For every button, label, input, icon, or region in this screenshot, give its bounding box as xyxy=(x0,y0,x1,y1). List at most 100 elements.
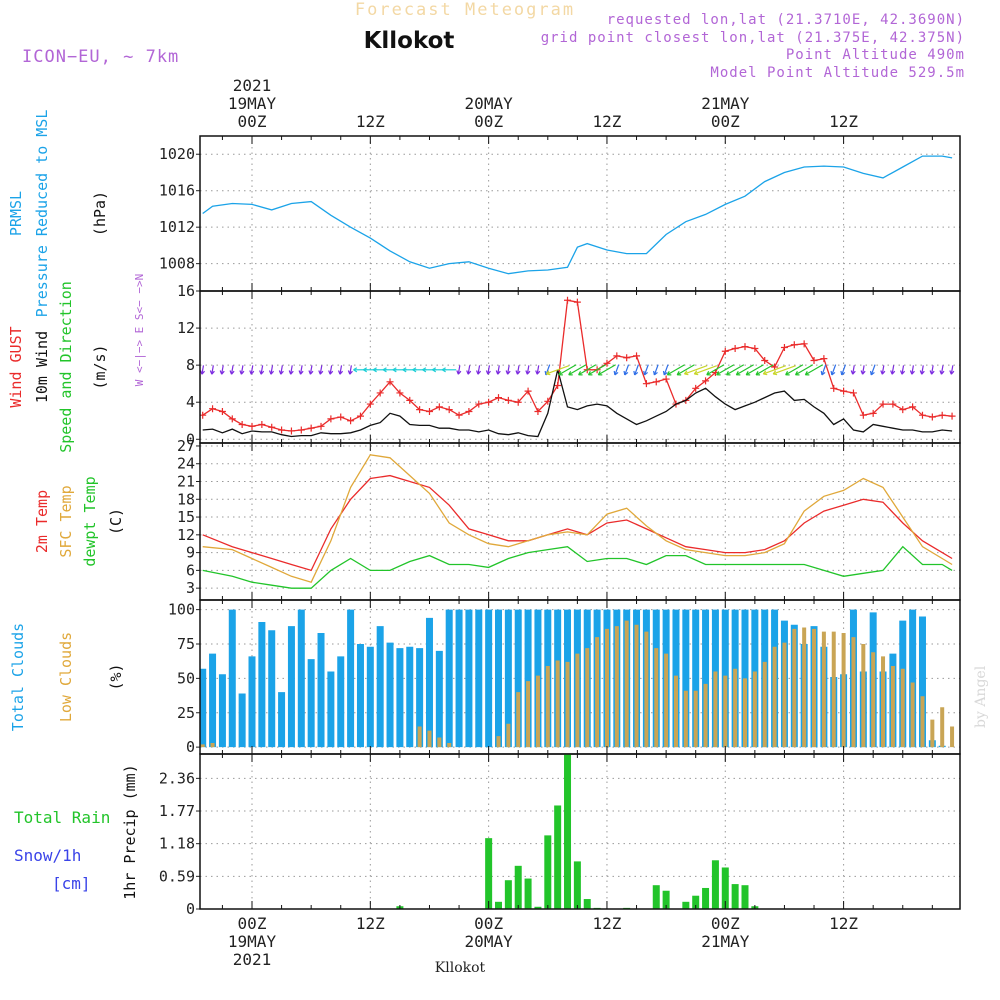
series-10m-wind xyxy=(202,369,953,438)
gust-marker xyxy=(652,378,660,386)
total-cloud-bar xyxy=(297,609,305,748)
time-label: 00Z xyxy=(711,914,740,933)
wind-arrow-head xyxy=(441,367,446,373)
wind-arrow-shaft xyxy=(299,365,303,375)
wind-arrow xyxy=(328,365,334,375)
gust-marker xyxy=(603,359,611,367)
wind-arrow-head xyxy=(725,370,731,376)
y-tick-label: 4 xyxy=(186,393,195,411)
wind-arrow xyxy=(219,365,225,375)
wind-arrow xyxy=(643,364,649,376)
y-tick-label: 1016 xyxy=(159,182,195,200)
time-label: 00Z xyxy=(711,112,740,131)
series-sfc-temp xyxy=(202,454,953,583)
wind-arrow-shaft xyxy=(487,365,491,375)
precip-bar xyxy=(534,906,542,909)
wind-arrow-head xyxy=(735,370,741,376)
wind-arrow-head xyxy=(745,370,751,376)
precip-bar xyxy=(554,805,562,909)
precip-bar xyxy=(514,865,522,909)
wind-arrow-shaft xyxy=(950,365,954,375)
low-cloud-bar xyxy=(673,675,678,748)
gust-marker xyxy=(317,422,325,430)
precip-bar xyxy=(721,867,729,909)
precip-legend-snow: Snow/1h xyxy=(14,846,81,865)
wind-arrow-head xyxy=(392,367,397,373)
wind-arrow-shaft xyxy=(653,364,659,376)
total-cloud-bar xyxy=(514,609,522,748)
wind-arrow xyxy=(308,365,314,375)
wind-arrow xyxy=(725,364,745,376)
precip-bar xyxy=(504,880,512,909)
low-cloud-bar xyxy=(871,652,876,748)
wind-arrow-head xyxy=(219,370,225,375)
gust-marker xyxy=(524,387,532,395)
wind-arrow-shaft xyxy=(821,364,827,376)
wind-arrow-head xyxy=(840,370,846,376)
gust-marker xyxy=(209,405,217,413)
wind-arrow-shaft xyxy=(852,365,855,375)
low-cloud-bar xyxy=(802,627,807,748)
wind-arrow-head xyxy=(653,370,658,376)
gust-marker xyxy=(228,415,236,423)
wind-arrow-head xyxy=(337,370,344,375)
gust-marker xyxy=(790,341,798,349)
wind-arrow-shaft xyxy=(270,365,274,375)
wind-arrow-shaft xyxy=(684,365,708,375)
wind-arrow-head xyxy=(568,370,573,376)
wind-arrow-head xyxy=(525,370,531,375)
wind-arrow-head xyxy=(476,370,482,375)
low-cloud-bar xyxy=(496,736,501,748)
wind-arrow-head xyxy=(372,367,377,373)
wind-arrow xyxy=(525,365,531,375)
total-cloud-bar xyxy=(218,674,226,748)
wind-arrow-head xyxy=(545,370,551,376)
wind-arrow-shaft xyxy=(339,365,343,375)
time-label: 19MAY xyxy=(228,932,277,951)
wind-arrow-head xyxy=(676,370,682,376)
wind-arrow-head xyxy=(308,370,314,375)
low-cloud-bar xyxy=(634,624,639,748)
wind-arrow xyxy=(545,365,570,376)
wind-arrow xyxy=(568,364,587,376)
wind-arrow-shaft xyxy=(891,365,895,375)
wind-arrow-head xyxy=(505,370,511,375)
gust-marker xyxy=(386,378,394,386)
gust-marker xyxy=(633,352,641,360)
total-cloud-bar xyxy=(702,609,710,748)
panel-label: (%) xyxy=(107,663,125,690)
gust-marker xyxy=(702,377,710,385)
low-cloud-bar xyxy=(644,631,649,748)
wind-arrow-head xyxy=(298,370,304,375)
low-cloud-bar xyxy=(940,707,945,748)
gust-marker xyxy=(869,409,877,417)
wind-arrow-shaft xyxy=(201,365,205,375)
panel-label: Total Clouds xyxy=(9,623,27,731)
gust-marker xyxy=(297,426,305,434)
wind-arrow-shaft xyxy=(940,365,944,375)
wind-arrow-shaft xyxy=(663,364,669,376)
wind-arrow-head xyxy=(662,370,668,376)
panel-5: 0 0.59 1.18 1.77 2.36 Total Rain Snow/1h [cm] 1h… xyxy=(14,753,961,918)
gust-marker xyxy=(918,411,926,419)
wind-arrow xyxy=(597,364,616,376)
wind-arrow xyxy=(850,365,856,375)
time-label: 12Z xyxy=(593,112,622,131)
time-label: 21MAY xyxy=(701,94,750,113)
wind-arrow-shaft xyxy=(309,365,313,375)
wind-arrow-shaft xyxy=(211,365,214,375)
wind-arrow-shaft xyxy=(785,364,804,376)
gust-marker xyxy=(238,420,246,428)
gust-marker xyxy=(475,400,483,408)
wind-arrow-head xyxy=(613,370,619,376)
low-cloud-bar xyxy=(417,726,422,748)
wind-arrow xyxy=(869,364,876,376)
precip-bar xyxy=(485,838,493,909)
precip-bar xyxy=(692,895,700,909)
wind-arrow xyxy=(683,365,708,376)
wind-arrow xyxy=(666,364,685,376)
low-cloud-bar xyxy=(910,682,915,748)
wind-arrow xyxy=(929,365,935,375)
low-cloud-bar xyxy=(654,648,659,748)
